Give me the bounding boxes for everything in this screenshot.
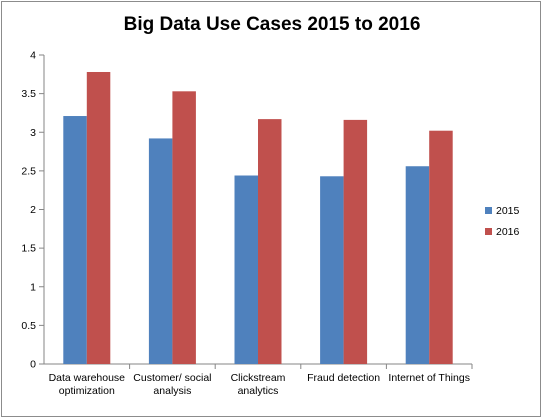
bar-2015-3 xyxy=(320,176,344,364)
bar-2016-2 xyxy=(258,119,282,365)
x-category-label: Fraud detection xyxy=(307,372,380,384)
bar-2016-0 xyxy=(86,71,111,365)
legend-label-2016: 2016 xyxy=(496,226,520,238)
y-tick-label: 1.5 xyxy=(21,243,36,255)
x-category-label: optimization xyxy=(59,385,115,397)
legend-label-2015: 2015 xyxy=(496,205,520,217)
bar-2015-0 xyxy=(63,116,87,364)
bar-2016-3 xyxy=(343,119,368,364)
y-tick-label: 1 xyxy=(30,281,36,293)
bar-2016-1 xyxy=(172,91,196,365)
y-tick-label: 0.5 xyxy=(21,320,36,332)
chart-title: Big Data Use Cases 2015 to 2016 xyxy=(123,14,421,35)
y-tick-label: 3 xyxy=(30,127,36,139)
legend-swatch-2015 xyxy=(485,207,492,214)
y-tick-label: 3.5 xyxy=(21,88,36,100)
bar-2016-4 xyxy=(429,130,453,364)
x-category-label: analysis xyxy=(153,385,191,397)
x-category-label: Data warehouse xyxy=(49,372,126,384)
bar-2015-2 xyxy=(234,175,258,364)
legend-swatch-2016 xyxy=(485,228,492,235)
y-tick-label: 4 xyxy=(30,50,36,62)
y-tick-label: 0 xyxy=(30,359,36,371)
x-category-label: Clickstream xyxy=(231,372,286,384)
x-category-label: Internet of Things xyxy=(388,372,470,384)
bar-2015-1 xyxy=(148,138,173,364)
x-category-label: Customer/ social xyxy=(133,372,211,384)
y-tick-label: 2 xyxy=(30,204,36,216)
x-category-label: analytics xyxy=(238,385,279,397)
bar-2015-4 xyxy=(405,166,430,364)
y-tick-label: 2.5 xyxy=(21,165,36,177)
